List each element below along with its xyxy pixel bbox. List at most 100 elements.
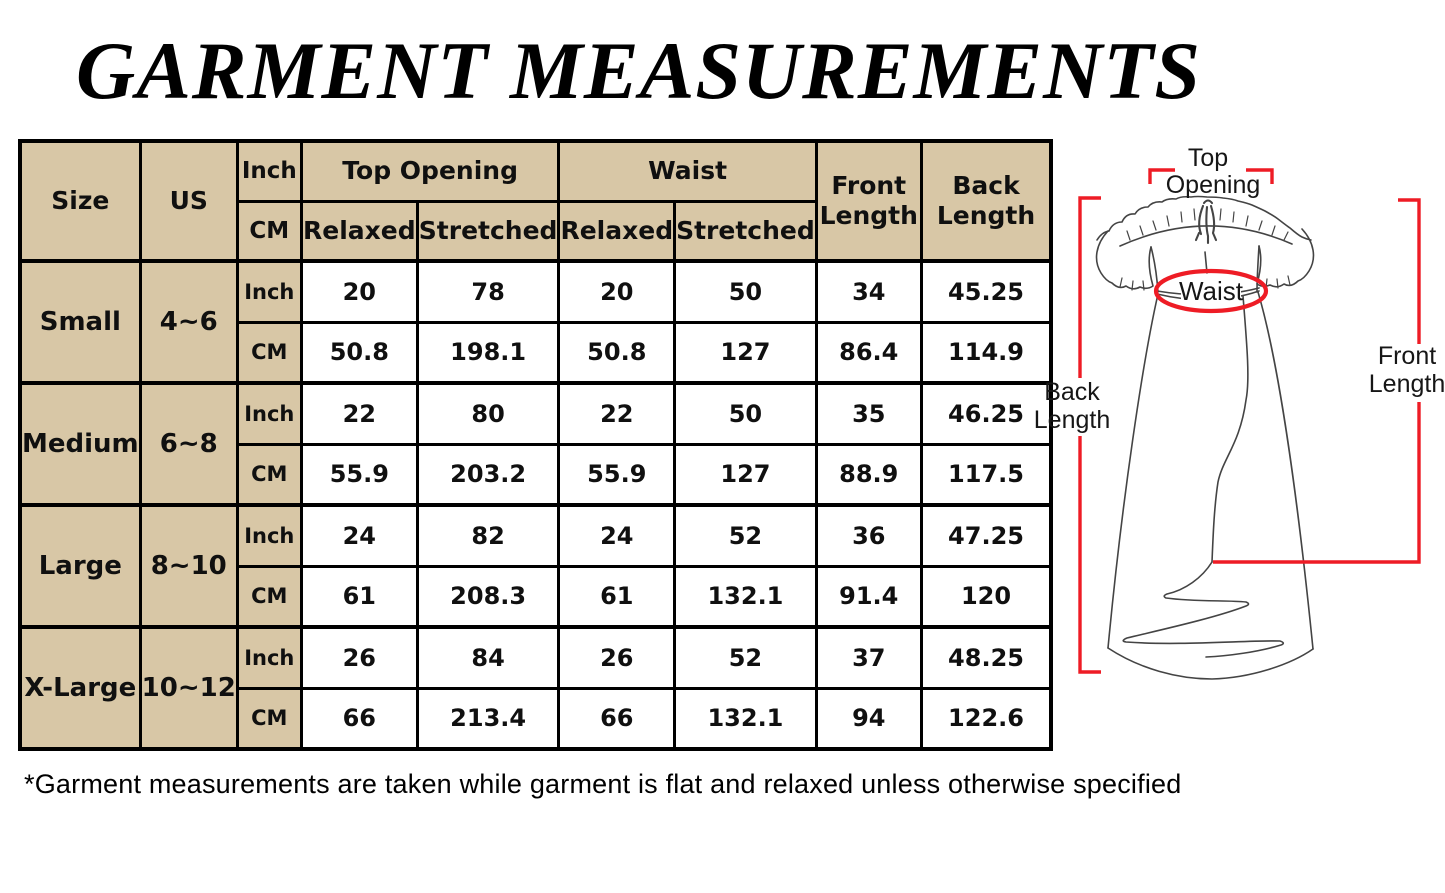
- col-header-size: Size: [18, 139, 142, 263]
- measurement-disclaimer: *Garment measurements are taken while ga…: [24, 769, 1182, 799]
- value-cell: 66: [299, 686, 419, 751]
- neckline-ruffle-outer: [1096, 195, 1312, 241]
- value-cell: 24: [299, 503, 419, 568]
- back-length-label-line2: Length: [1034, 406, 1110, 434]
- value-cell: 52: [673, 625, 818, 690]
- col-header-top-opening: Top Opening: [299, 139, 561, 203]
- unit-cell: Inch: [235, 503, 303, 568]
- value-cell: 122.6: [919, 686, 1053, 751]
- value-cell: 91.4: [814, 564, 923, 629]
- value-cell: 26: [299, 625, 419, 690]
- value-cell: 213.4: [415, 686, 561, 751]
- value-cell: 45.25: [919, 259, 1053, 324]
- value-cell: 35: [814, 381, 923, 446]
- us-cell: 10~12: [138, 625, 239, 751]
- unit-cell: CM: [235, 442, 303, 507]
- value-cell: 50.8: [299, 320, 419, 385]
- value-cell: 127: [673, 320, 818, 385]
- front-length-label-line2: Length: [1369, 370, 1445, 398]
- back-length-label-line1: Back: [1044, 378, 1100, 406]
- value-cell: 36: [814, 503, 923, 568]
- sleeve-right-gathers: [1265, 275, 1291, 289]
- value-cell: 132.1: [673, 686, 818, 751]
- back-hem: [1107, 647, 1314, 680]
- value-cell: 47.25: [919, 503, 1053, 568]
- sleeve-left-gathers: [1119, 277, 1145, 291]
- col-header-cm: CM: [235, 199, 303, 263]
- col-header-top-stretched: Stretched: [415, 199, 561, 263]
- value-cell: 22: [299, 381, 419, 446]
- table-row: X-Large 10~12 Inch 26 84 26 52 37 48.25: [18, 625, 1053, 751]
- dress-measurement-diagram: Top Opening Waist Back Length Front Leng…: [1034, 144, 1445, 680]
- us-cell: 8~10: [138, 503, 239, 629]
- unit-cell: Inch: [235, 381, 303, 446]
- size-cell: X-Large: [18, 625, 142, 751]
- size-cell: Large: [18, 503, 142, 629]
- waist-label: Waist: [1179, 276, 1244, 306]
- table-row: Medium 6~8 Inch 22 80 22 50 35 46.25: [18, 381, 1053, 507]
- col-header-back-length: Back Length: [919, 139, 1053, 263]
- col-header-waist-stretched: Stretched: [673, 199, 818, 263]
- value-cell: 66: [557, 686, 677, 751]
- table-row: CM 66 213.4 66 132.1 94 122.6: [20, 686, 1053, 751]
- value-cell: 20: [557, 259, 677, 324]
- size-cell: Medium: [18, 381, 142, 507]
- value-cell: 120: [919, 564, 1053, 629]
- page-title: GARMENT MEASUREMENTS: [76, 25, 1202, 116]
- value-cell: 26: [557, 625, 677, 690]
- skirt-right-edge: [1257, 291, 1314, 650]
- value-cell: 78: [415, 259, 561, 324]
- cascade-ruffle-hem: [1122, 561, 1285, 658]
- col-header-waist-relaxed: Relaxed: [557, 199, 677, 263]
- value-cell: 55.9: [557, 442, 677, 507]
- value-cell: 55.9: [299, 442, 419, 507]
- size-cell: Small: [18, 259, 142, 385]
- col-header-waist: Waist: [557, 139, 818, 203]
- value-cell: 52: [673, 503, 818, 568]
- front-length-line: [1213, 198, 1421, 564]
- unit-cell: Inch: [235, 625, 303, 690]
- value-cell: 203.2: [415, 442, 561, 507]
- unit-cell: CM: [235, 686, 303, 751]
- col-header-front-length: Front Length: [814, 139, 923, 263]
- ruffle-gathers: [1126, 208, 1289, 241]
- waist-label-mask: [1181, 280, 1241, 303]
- value-cell: 50.8: [557, 320, 677, 385]
- table-row: CM 50.8 198.1 50.8 127 86.4 114.9: [20, 320, 1053, 385]
- sleeve-left: [1095, 230, 1154, 290]
- unit-cell: CM: [235, 564, 303, 629]
- table-row: CM 61 208.3 61 132.1 91.4 120: [20, 564, 1053, 629]
- value-cell: 94: [814, 686, 923, 751]
- value-cell: 198.1: [415, 320, 561, 385]
- waist-ellipse: [1153, 268, 1269, 314]
- col-header-inch: Inch: [235, 139, 303, 203]
- value-cell: 82: [415, 503, 561, 568]
- value-cell: 50: [673, 381, 818, 446]
- top-opening-label-line2: Opening: [1166, 171, 1261, 199]
- table-row: CM 55.9 203.2 55.9 127 88.9 117.5: [20, 442, 1053, 507]
- top-opening-label-line1: Top: [1188, 144, 1228, 172]
- table-row: Small 4~6 Inch 20 78 20 50 34 45.25: [18, 259, 1053, 385]
- value-cell: 88.9: [814, 442, 923, 507]
- value-cell: 114.9: [919, 320, 1053, 385]
- value-cell: 34: [814, 259, 923, 324]
- dress-sketch: [1095, 195, 1315, 680]
- size-chart-table: Size US Inch Top Opening Waist Front Len…: [18, 139, 1054, 751]
- value-cell: 37: [814, 625, 923, 690]
- us-cell: 6~8: [138, 381, 239, 507]
- table-row: Large 8~10 Inch 24 82 24 52 36 47.25: [18, 503, 1053, 629]
- value-cell: 208.3: [415, 564, 561, 629]
- value-cell: 24: [557, 503, 677, 568]
- value-cell: 127: [673, 442, 818, 507]
- value-cell: 61: [299, 564, 419, 629]
- value-cell: 20: [299, 259, 419, 324]
- unit-cell: Inch: [235, 259, 303, 324]
- col-header-us: US: [138, 139, 239, 263]
- top-opening-bracket-right: [1246, 168, 1274, 184]
- value-cell: 22: [557, 381, 677, 446]
- measurement-markers: [1078, 168, 1421, 674]
- value-cell: 46.25: [919, 381, 1053, 446]
- us-cell: 4~6: [138, 259, 239, 385]
- drawstring: [1194, 199, 1218, 245]
